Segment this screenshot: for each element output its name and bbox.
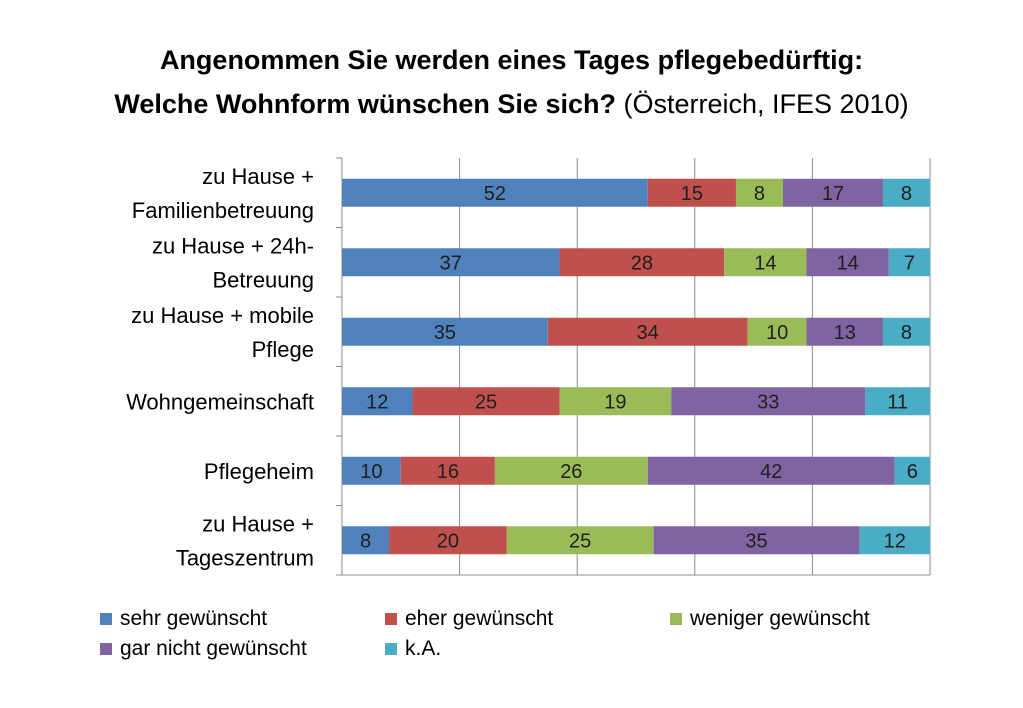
data-label: 52 xyxy=(484,183,506,205)
data-label: 37 xyxy=(440,252,462,274)
data-label: 35 xyxy=(434,322,456,344)
title-line-1: Angenommen Sie werden eines Tages pflege… xyxy=(159,45,864,75)
data-label: 10 xyxy=(766,322,788,344)
data-label: 8 xyxy=(754,183,765,205)
data-label: 19 xyxy=(604,391,626,413)
legend-label: weniger gewünscht xyxy=(690,607,870,630)
data-label: 11 xyxy=(887,391,908,413)
category-label: Betreuung xyxy=(212,267,314,292)
category-label: zu Hause + xyxy=(202,164,314,189)
title-source: (Österreich, IFES 2010) xyxy=(615,89,909,119)
legend-swatch xyxy=(385,613,397,625)
legend: sehr gewünscht eher gewünscht weniger ge… xyxy=(100,606,980,662)
title-line-2: Welche Wohnform wünschen Sie sich? xyxy=(114,89,616,119)
bar-segment xyxy=(389,526,507,555)
data-label: 12 xyxy=(366,391,388,413)
data-label: 7 xyxy=(904,252,915,274)
category-label: Pflege xyxy=(252,337,314,362)
bar-segment xyxy=(342,456,401,485)
legend-label: sehr gewünscht xyxy=(120,607,268,630)
bar-segment xyxy=(888,248,930,277)
data-label: 14 xyxy=(837,252,859,274)
bar-segment xyxy=(342,387,413,416)
bar-segment xyxy=(671,387,866,416)
bar-segment xyxy=(342,526,390,555)
legend-swatch xyxy=(100,613,112,625)
bar-segment xyxy=(724,248,807,277)
bar-segment xyxy=(559,248,725,277)
bar-segment xyxy=(412,387,560,416)
bar-segment xyxy=(806,317,883,346)
data-label: 13 xyxy=(834,322,856,344)
category-label: Familienbetreuung xyxy=(132,198,314,223)
bar-segment xyxy=(494,456,648,485)
bar-segment xyxy=(859,526,930,555)
data-label: 14 xyxy=(754,252,776,274)
bar-segment xyxy=(559,387,672,416)
bar-segment xyxy=(547,317,748,346)
bar-segment xyxy=(882,178,930,207)
bar-segment xyxy=(747,317,807,346)
chart-plot: 52 15 8 17 8 zu Hause + Familienbetreuung 37 28 1… xyxy=(126,157,931,576)
data-label: 17 xyxy=(822,183,844,205)
bar-segment xyxy=(342,178,648,207)
category-label: Pflegeheim xyxy=(204,459,314,484)
category-label: zu Hause + xyxy=(202,511,314,536)
legend-swatch xyxy=(100,643,112,655)
data-label: 8 xyxy=(901,322,912,344)
data-label: 12 xyxy=(884,530,906,552)
bar-segment xyxy=(806,248,889,277)
data-label: 25 xyxy=(475,391,497,413)
legend-item-sehr-gewuenscht: sehr gewünscht xyxy=(100,606,385,632)
legend-item-gar-nicht-gewuenscht: gar nicht gewünscht xyxy=(100,636,385,662)
bar-segment xyxy=(783,178,883,207)
bar-segment xyxy=(647,456,895,485)
bar-segment xyxy=(882,317,930,346)
legend-item-ka: k.A. xyxy=(385,636,670,662)
data-label: 10 xyxy=(360,461,382,483)
data-label: 6 xyxy=(907,461,918,483)
data-label: 34 xyxy=(637,322,659,344)
bar-segment xyxy=(506,526,654,555)
bar-segment xyxy=(653,526,860,555)
legend-label: eher gewünscht xyxy=(405,607,554,630)
data-label: 8 xyxy=(360,530,371,552)
bar-segment xyxy=(342,317,548,346)
data-label: 8 xyxy=(901,183,912,205)
bar-segment xyxy=(647,178,736,207)
data-label: 25 xyxy=(569,530,591,552)
chart-title: Angenommen Sie werden eines Tages pflege… xyxy=(0,38,1023,126)
bar-segment xyxy=(735,178,783,207)
legend-label: k.A. xyxy=(405,637,442,660)
legend-swatch xyxy=(670,613,682,625)
data-label: 35 xyxy=(745,530,767,552)
legend-item-weniger-gewuenscht: weniger gewünscht xyxy=(670,606,960,632)
bar-segment xyxy=(865,387,930,416)
data-label: 26 xyxy=(560,461,582,483)
category-label: Wohngemeinschaft xyxy=(126,389,314,414)
data-label: 15 xyxy=(681,183,703,205)
data-label: 42 xyxy=(760,461,782,483)
category-label: zu Hause + mobile xyxy=(131,303,314,328)
category-label: zu Hause + 24h- xyxy=(152,233,314,258)
legend-swatch xyxy=(385,643,397,655)
bar-segment xyxy=(400,456,495,485)
bar-segment xyxy=(342,248,560,277)
data-label: 16 xyxy=(437,461,459,483)
bar-segment xyxy=(894,456,930,485)
data-label: 20 xyxy=(437,530,459,552)
legend-label: gar nicht gewünscht xyxy=(120,637,307,660)
data-label: 33 xyxy=(757,391,779,413)
category-label: Tageszentrum xyxy=(176,545,314,570)
data-label: 28 xyxy=(631,252,653,274)
legend-item-eher-gewuenscht: eher gewünscht xyxy=(385,606,670,632)
